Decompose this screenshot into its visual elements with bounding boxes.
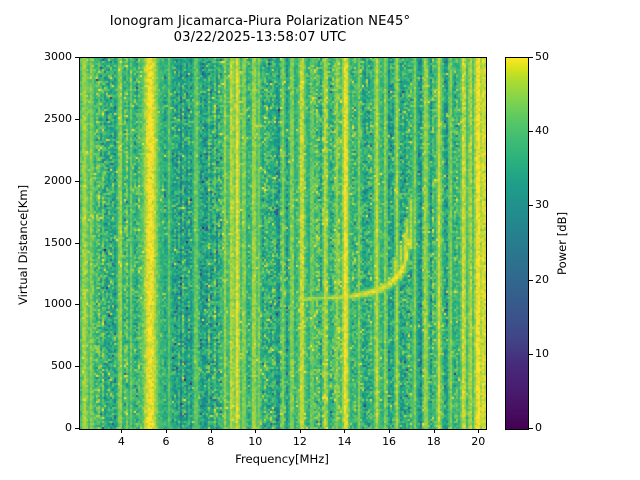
y-tick-label: 500 bbox=[51, 359, 72, 373]
plot-axes bbox=[79, 57, 487, 430]
y-tick-mark bbox=[75, 242, 79, 244]
x-tick-mark bbox=[121, 429, 123, 433]
y-tick-label: 2000 bbox=[44, 173, 72, 187]
title-line-2: 03/22/2025-13:58:07 UTC bbox=[173, 30, 347, 45]
x-tick-label: 8 bbox=[207, 435, 215, 448]
y-tick-mark bbox=[75, 180, 79, 182]
colorbar-tick-mark bbox=[529, 205, 533, 207]
x-tick-label: 16 bbox=[382, 435, 397, 448]
colorbar-tick-label: 50 bbox=[535, 50, 549, 63]
x-tick-mark bbox=[166, 429, 167, 433]
x-tick-mark bbox=[299, 429, 301, 433]
x-tick-label: 6 bbox=[162, 435, 170, 448]
y-axis-label: Virtual Distance[Km] bbox=[16, 184, 30, 305]
y-tick-mark bbox=[75, 304, 79, 306]
x-axis-label: Frequency[MHz] bbox=[235, 452, 329, 466]
colorbar-tick-mark bbox=[529, 353, 533, 355]
x-tick-label: 4 bbox=[117, 435, 125, 448]
x-tick-mark bbox=[210, 429, 212, 433]
x-tick-mark bbox=[389, 429, 391, 433]
x-tick-label: 10 bbox=[248, 435, 263, 448]
title-line-1: Ionogram Jicamarca-Piura Polarization NE… bbox=[109, 14, 411, 29]
ionogram-heatmap bbox=[80, 58, 486, 429]
y-tick-label: 1000 bbox=[44, 297, 72, 311]
colorbar-tick-mark bbox=[529, 428, 533, 429]
colorbar bbox=[505, 57, 529, 430]
x-tick-mark bbox=[478, 429, 480, 433]
x-tick-label: 12 bbox=[292, 435, 307, 448]
x-tick-mark bbox=[255, 429, 257, 433]
y-tick-label: 0 bbox=[65, 421, 72, 434]
y-tick-mark bbox=[75, 57, 79, 58]
colorbar-tick-mark bbox=[529, 279, 533, 281]
y-tick-mark bbox=[75, 118, 79, 120]
y-tick-label: 2500 bbox=[44, 111, 72, 125]
colorbar-tick-label: 0 bbox=[535, 421, 542, 434]
x-tick-label: 20 bbox=[471, 435, 486, 448]
x-tick-label: 18 bbox=[426, 435, 441, 448]
colorbar-tick-mark bbox=[529, 57, 533, 58]
colorbar-tick-label: 30 bbox=[535, 198, 549, 212]
colorbar-label: Power [dB] bbox=[555, 211, 569, 275]
colorbar-tick-label: 40 bbox=[535, 124, 549, 138]
colorbar-tick-label: 20 bbox=[535, 272, 549, 286]
x-tick-label: 14 bbox=[337, 435, 352, 448]
colorbar-tick-label: 10 bbox=[535, 346, 549, 360]
chart-title: Ionogram Jicamarca-Piura Polarization NE… bbox=[0, 14, 520, 46]
x-tick-mark bbox=[344, 429, 346, 433]
x-tick-mark bbox=[433, 429, 435, 433]
y-tick-label: 3000 bbox=[44, 50, 72, 63]
y-tick-mark bbox=[75, 428, 79, 429]
y-tick-label: 1500 bbox=[44, 235, 72, 249]
colorbar-tick-mark bbox=[529, 131, 533, 133]
y-tick-mark bbox=[75, 366, 79, 368]
